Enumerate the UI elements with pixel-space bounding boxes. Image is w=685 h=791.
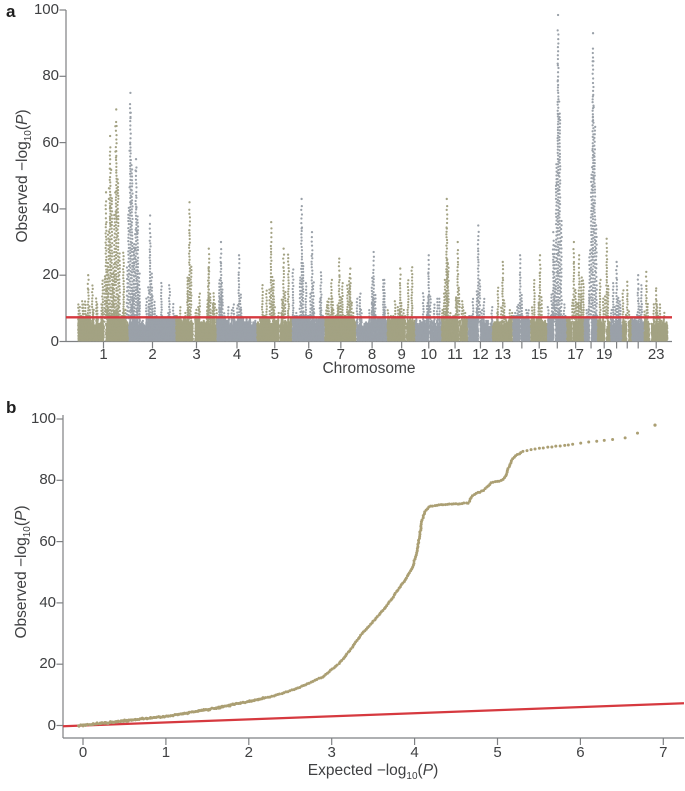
manhattan-x-axis-title: Chromosome [322,360,416,377]
y-tick-label: 60 [39,532,56,550]
x-axis-title-text: Expected −log [307,762,407,779]
x-tick-label-chromosome: 8 [367,346,377,363]
y-tick-label: 40 [39,594,56,612]
x-tick-label-chromosome: 1 [99,346,108,363]
y-axis-title-text: Observed −log [12,537,30,639]
x-tick-label-chromosome: 19 [595,346,613,363]
x-tick-label-chromosome: 7 [336,346,346,363]
x-axis-title-subscript: 10 [406,771,418,783]
x-tick-label: 3 [327,744,336,761]
manhattan-panel: a Observed −log10(P) Chromosome 0 20 40 60 8… [0,0,685,395]
y-tick-label: 20 [39,655,56,673]
y-tick-label: 80 [42,67,59,85]
x-tick-label-chromosome: 3 [192,346,201,363]
y-tick-label: 80 [39,471,56,489]
x-tick-label-chromosome: 6 [304,346,313,363]
y-tick-label: 100 [30,410,56,428]
x-tick-label-chromosome: 17 [567,346,584,363]
x-tick-label-chromosome: 11 [447,346,463,363]
x-tick-label: 2 [244,744,253,761]
x-tick-label-chromosome: 5 [270,346,279,363]
qq-panel: b Observed −log10(P) Expected −log10(P) … [0,395,685,791]
x-tick-label-chromosome: 4 [232,346,242,363]
x-tick-label-chromosome: 2 [148,346,157,363]
y-tick-label: 20 [42,266,59,284]
y-tick-label: 40 [42,200,59,218]
x-tick-label: 0 [78,744,88,761]
x-tick-label: 6 [576,744,585,761]
x-tick-label-chromosome: 10 [420,346,438,363]
qq-plot-canvas [0,395,685,791]
x-tick-label-chromosome: 15 [530,346,548,363]
x-tick-label: 1 [161,744,171,761]
y-tick-label: 0 [47,716,56,734]
qq-y-axis-title: Observed −log10(P) [12,505,34,639]
x-tick-label-chromosome: 12 [472,346,489,363]
y-tick-label: 0 [50,332,59,350]
panel-b-label: b [6,398,17,417]
qq-x-axis-title: Expected −log10(P) [307,762,439,783]
y-axis-title-text: Observed −log [13,141,31,243]
panel-a-label: a [6,2,16,21]
manhattan-plot-canvas [0,0,685,395]
x-tick-label: 4 [410,744,419,761]
x-tick-label-chromosome: 9 [397,346,406,363]
x-tick-label-chromosome: 13 [494,346,512,363]
y-tick-label: 100 [33,1,59,19]
x-tick-label-chromosome: 23 [647,346,665,363]
y-tick-label: 60 [42,133,59,151]
x-tick-label: 5 [493,744,502,761]
manhattan-y-axis-title: Observed −log10(P) [13,109,35,243]
x-tick-label: 7 [659,744,668,761]
